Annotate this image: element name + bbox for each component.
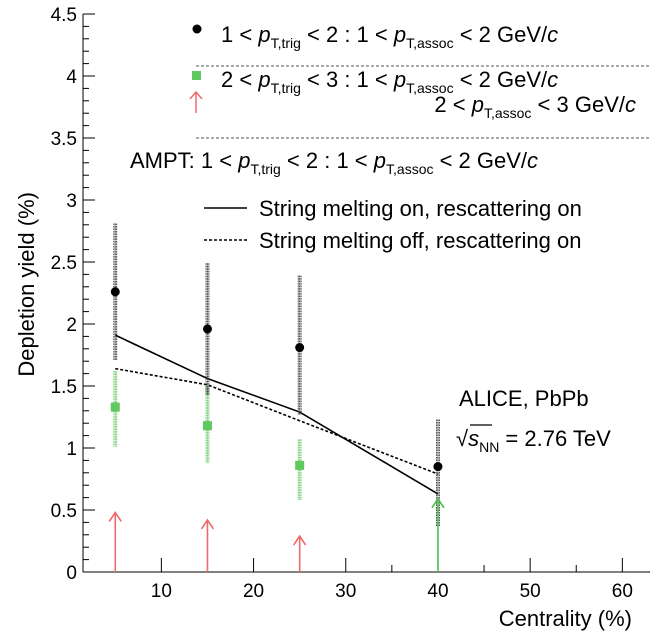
y-tick-label: 4	[66, 67, 77, 88]
data-point-square	[110, 402, 120, 412]
ampt-curve-solid	[114, 334, 439, 495]
svg-text:√sNN = 2.76 TeV: √sNN = 2.76 TeV	[456, 426, 611, 455]
x-tick-label: 30	[335, 581, 356, 602]
y-tick-label: 3	[66, 191, 77, 212]
legend-ampt-header: AMPT: 1 < pT,trig < 2 : 1 < pT,assoc < 2…	[130, 148, 538, 177]
upper-limit-arrow	[200, 518, 215, 572]
x-tick-label: 60	[612, 581, 633, 602]
y-tick-label: 0.5	[51, 501, 77, 522]
upper-limit-arrow	[431, 497, 445, 572]
legend-entry-1: 1 < pT,trig < 2 : 1 < pT,assoc < 2 GeV/c	[221, 22, 558, 51]
ampt-curve-dashed	[115, 367, 439, 475]
legend-solid-label: String melting on, rescattering on	[259, 196, 582, 221]
arrow-head	[108, 511, 122, 522]
legend-entry-3: 2 < pT,assoc < 3 GeV/c	[434, 92, 636, 121]
data-point-circle	[110, 287, 120, 297]
data-point-square	[202, 421, 212, 431]
x-tick-label: 10	[151, 581, 172, 602]
x-tick-label: 50	[520, 581, 541, 602]
x-tick-label: 40	[427, 581, 448, 602]
y-tick-label: 1	[66, 439, 77, 460]
data-point-circle	[202, 324, 212, 334]
y-tick-label: 3.5	[51, 129, 77, 150]
y-tick-label: 4.5	[51, 5, 77, 26]
x-axis-title: Centrality (%)	[499, 606, 632, 631]
data-point-circle	[295, 343, 305, 353]
legend: 1 < pT,trig < 2 : 1 < pT,assoc < 2 GeV/c…	[130, 22, 650, 253]
upper-limit-arrow	[292, 534, 307, 572]
arrow-head	[200, 518, 215, 530]
data-point-circle	[433, 462, 443, 472]
y-tick-label: 1.5	[51, 377, 77, 398]
y-axis-title: Depletion yield (%)	[14, 192, 39, 377]
y-tick-label: 0	[66, 563, 77, 584]
y-tick-label: 2	[66, 315, 77, 336]
annotation-energy: √sNN = 2.76 TeV	[456, 424, 611, 455]
data-point-square	[295, 460, 305, 470]
y-tick-label: 2.5	[51, 253, 77, 274]
arrow-head	[431, 497, 445, 509]
x-tick-label: 20	[243, 581, 264, 602]
legend-entry-2: 2 < pT,trig < 3 : 1 < pT,assoc < 2 GeV/c	[221, 67, 558, 96]
legend-marker-circle	[192, 24, 202, 34]
legend-dashed-label: String melting off, rescattering on	[259, 228, 581, 253]
legend-marker-arrow	[189, 90, 203, 113]
legend-marker-square	[192, 71, 201, 80]
arrow-head	[292, 534, 307, 546]
upper-limit-arrow	[108, 511, 122, 572]
annotation-experiment: ALICE, PbPb	[459, 386, 589, 411]
